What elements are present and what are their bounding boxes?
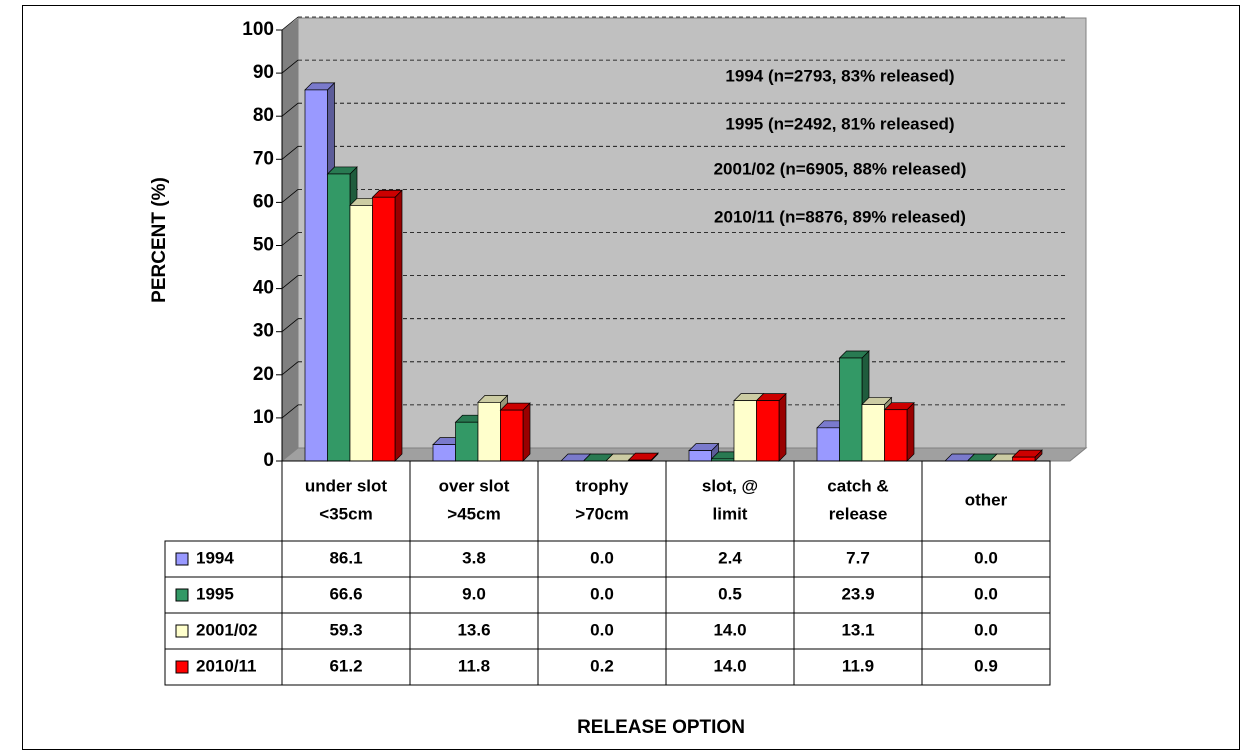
grid-line [281, 361, 299, 376]
x-tick-label: >70cm [575, 504, 628, 523]
table-value: 0.0 [590, 584, 614, 603]
x-tick-label: limit [713, 504, 748, 523]
table-value: 0.0 [590, 620, 614, 639]
x-tick-label: slot, @ [702, 476, 758, 495]
x-axis-label: RELEASE OPTION [577, 717, 745, 738]
table-value: 9.0 [462, 584, 486, 603]
bar [477, 402, 501, 462]
grid-line [281, 59, 299, 74]
bar-side [778, 392, 787, 462]
annotation: 2001/02 (n=6905, 88% released) [714, 159, 967, 178]
legend-marker [175, 624, 189, 638]
y-tick-label: 100 [242, 19, 274, 40]
x-tick-label: trophy [576, 476, 629, 495]
legend-label: 1995 [196, 584, 234, 603]
legend-label: 2001/02 [196, 620, 257, 639]
y-tick-label: 10 [253, 407, 274, 428]
table-value: 59.3 [329, 620, 362, 639]
annotation: 2010/11 (n=8876, 89% released) [714, 207, 966, 226]
y-tick-label: 70 [253, 148, 274, 169]
table-value: 11.9 [842, 656, 874, 675]
table-value: 23.9 [841, 584, 874, 603]
x-tick-label: catch & [827, 476, 888, 495]
grid-line [281, 16, 299, 31]
legend-marker [175, 660, 189, 674]
bar [756, 400, 780, 462]
x-tick-label: over slot [439, 476, 510, 495]
back-wall [297, 17, 1087, 449]
bar [372, 196, 396, 462]
y-tick-label: 40 [253, 278, 274, 299]
table-value: 13.6 [457, 620, 490, 639]
grid-line [281, 404, 299, 419]
bar [327, 173, 351, 462]
table-value: 0.0 [974, 620, 998, 639]
bar [884, 409, 908, 462]
table-value: 14.0 [713, 620, 746, 639]
table-value: 0.9 [974, 656, 998, 675]
x-tick-label: <35cm [319, 504, 372, 523]
table-value: 13.1 [841, 620, 874, 639]
bar-side [394, 189, 403, 462]
x-tick-label: >45cm [447, 504, 500, 523]
bar [688, 450, 712, 462]
bar [733, 400, 757, 462]
grid-line [281, 189, 299, 203]
grid-line [281, 275, 299, 289]
legend-label: 2010/11 [196, 656, 257, 675]
table-value: 61.2 [329, 656, 362, 675]
y-tick-label: 20 [253, 364, 274, 385]
grid-line [281, 232, 299, 246]
bar [816, 427, 840, 462]
table-value: 14.0 [713, 656, 746, 675]
x-tick-label: under slot [305, 476, 388, 495]
bar [1012, 456, 1036, 462]
legend-marker [175, 588, 189, 602]
grid-line [281, 318, 299, 333]
y-tick-label: 90 [253, 62, 274, 83]
table-value: 66.6 [329, 584, 362, 603]
grid-line [281, 102, 299, 117]
y-axis-label: PERCENT (%) [149, 177, 170, 303]
bar [455, 421, 479, 462]
x-tick-label: other [965, 490, 1008, 509]
bar [500, 409, 524, 462]
bar [304, 89, 328, 462]
y-tick-label: 60 [253, 191, 274, 212]
annotation: 1994 (n=2793, 83% released) [725, 66, 954, 85]
bar [432, 444, 456, 462]
x-tick-label: release [829, 504, 888, 523]
table-value: 0.0 [974, 584, 998, 603]
table-value: 0.2 [590, 656, 614, 675]
legend-label: 1994 [196, 548, 234, 567]
y-tick-label: 0 [263, 450, 274, 471]
bar-side [906, 401, 915, 462]
bar [861, 404, 885, 462]
table-value: 2.4 [718, 548, 742, 567]
grid-line [281, 145, 299, 160]
table-value: 0.0 [974, 548, 998, 567]
y-tick-label: 80 [253, 105, 274, 126]
table-value: 0.5 [718, 584, 742, 603]
y-tick-label: 30 [253, 321, 274, 342]
table-value: 3.8 [462, 548, 486, 567]
bar-side [522, 402, 531, 462]
table-value: 7.7 [846, 548, 870, 567]
legend-marker [175, 552, 189, 566]
annotation: 1995 (n=2492, 81% released) [725, 114, 954, 133]
bar [839, 357, 863, 462]
table-value: 11.8 [458, 656, 490, 675]
y-tick-label: 50 [253, 235, 274, 256]
table-value: 86.1 [329, 548, 362, 567]
bar [349, 205, 373, 462]
table-value: 0.0 [590, 548, 614, 567]
